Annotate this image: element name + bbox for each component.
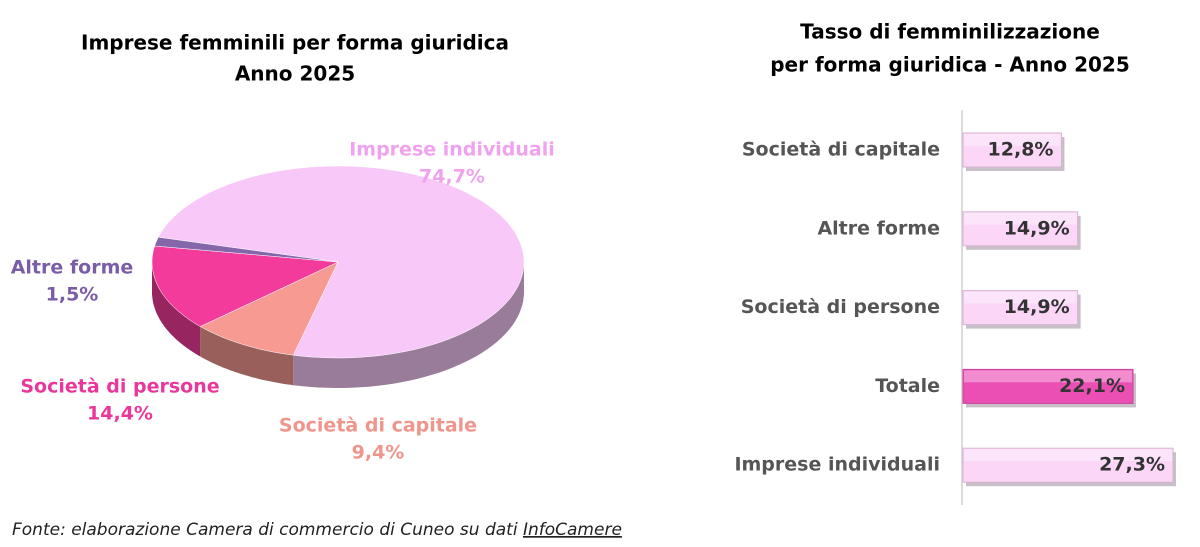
slice-value-label: 9,4% — [352, 442, 405, 464]
bar-highlight — [964, 134, 1061, 146]
bar — [962, 368, 1134, 404]
value-label: 14,9% — [1004, 217, 1070, 239]
slice-value-label: 1,5% — [46, 284, 99, 306]
bar-highlight — [964, 370, 1132, 383]
category-label: Società di persone — [741, 296, 940, 318]
bar-highlight — [964, 449, 1172, 462]
pie-slice — [157, 165, 525, 359]
slice-value-label: 74,7% — [419, 166, 485, 188]
bar-title: per forma giuridica - Anno 2025 — [770, 53, 1130, 77]
slice-label: Altre forme — [11, 257, 134, 279]
footer-link: InfoCamere — [523, 520, 622, 540]
bar — [962, 447, 1174, 483]
bar-title: Tasso di femminilizzazione — [800, 20, 1100, 44]
bar — [962, 211, 1079, 247]
bar-highlight — [964, 212, 1077, 225]
footer: Fonte: elaborazione Camera di commercio … — [12, 520, 622, 540]
category-label: Altre forme — [817, 217, 940, 239]
pie-slice — [154, 236, 339, 263]
pie-slice-side — [200, 326, 294, 386]
slice-label: Società di persone — [20, 376, 219, 398]
value-label: 27,3% — [1099, 454, 1165, 476]
pie-title: Imprese femminili per forma giuridica — [81, 31, 509, 55]
bar — [962, 132, 1062, 168]
category-label: Imprese individuali — [734, 454, 940, 476]
value-label: 12,8% — [988, 139, 1054, 161]
pie-slice — [151, 245, 339, 327]
value-label: 14,9% — [1004, 296, 1070, 318]
pie-title: Anno 2025 — [235, 62, 355, 86]
bar-highlight — [964, 291, 1077, 304]
footer-text: Fonte: elaborazione Camera di commercio … — [12, 520, 523, 540]
slice-value-label: 14,4% — [87, 403, 153, 425]
pie-slice-side — [293, 262, 524, 388]
slice-label: Imprese individuali — [349, 139, 555, 161]
pie-slice — [199, 261, 339, 356]
category-label: Società di capitale — [742, 139, 940, 161]
value-label: 22,1% — [1059, 375, 1125, 397]
pie-slice-side — [152, 262, 201, 357]
category-label: Totale — [875, 375, 940, 397]
bar — [962, 290, 1079, 326]
slice-label: Società di capitale — [279, 415, 477, 437]
